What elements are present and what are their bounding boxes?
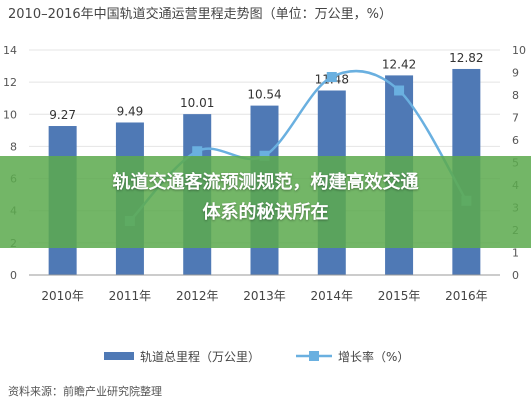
legend-bar-label: 轨道总里程（万公里） [140,349,260,364]
growth-marker [192,146,203,157]
right-tick-label: 7 [512,112,519,125]
banner-line-2: 体系的秘诀所在 [202,202,329,223]
growth-marker [394,85,405,96]
left-tick-label: 0 [10,269,17,282]
banner-line-1: 轨道交通客流预测规范，构建高效交通 [112,172,419,193]
left-tick-label: 10 [3,108,17,121]
legend-bar-swatch [104,352,134,360]
category-label: 2015年 [378,289,421,303]
left-tick-label: 12 [3,76,17,89]
chart-title: 2010–2016年中国轨道交通运营里程走势图（单位：万公里，%） [8,7,393,22]
bar-value-label: 9.49 [117,104,144,118]
right-tick-label: 10 [512,44,526,57]
category-label: 2014年 [311,289,354,303]
right-tick-label: 6 [512,134,519,147]
right-tick-label: 0 [512,269,519,282]
left-tick-label: 14 [3,44,17,57]
bar-value-label: 12.42 [382,57,416,71]
source-note: 资料来源：前瞻产业研究院整理 [8,385,162,398]
bar-value-label: 12.82 [449,51,483,65]
legend-line-marker [309,351,319,361]
right-tick-label: 8 [512,89,519,102]
bar-value-label: 9.27 [49,108,76,122]
left-tick-label: 8 [10,140,17,153]
bar-value-label: 10.01 [180,96,214,110]
growth-marker [326,72,337,82]
legend: 轨道总里程（万公里） 增长率（%） [104,349,409,364]
category-axis: 2010年 2011年 2012年 2013年 2014年 2015年 2016年 [29,274,500,303]
bar-value-label: 10.54 [247,88,281,102]
right-tick-label: 1 [512,247,519,260]
category-label: 2012年 [176,289,219,303]
growth-marker [259,150,270,161]
legend-line-label: 增长率（%） [338,349,409,364]
category-label: 2013年 [243,289,286,303]
overlay-banner-text: 轨道交通客流预测规范，构建高效交通 体系的秘诀所在 [0,168,531,228]
category-label: 2016年 [445,289,488,303]
overlay-banner [0,156,531,248]
right-tick-label: 9 [512,67,519,80]
category-label: 2010年 [41,289,84,303]
category-label: 2011年 [109,289,152,303]
